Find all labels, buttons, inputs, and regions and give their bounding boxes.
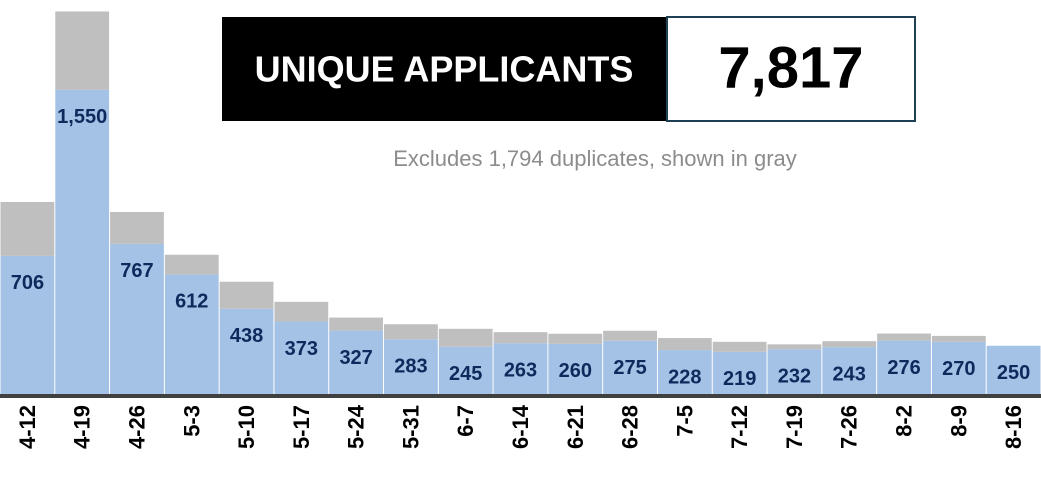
bar-segment bbox=[712, 351, 767, 395]
value-label: 283 bbox=[394, 356, 427, 378]
bar-segment bbox=[438, 328, 493, 347]
x-tick-label: 8-9 bbox=[946, 405, 971, 437]
bar-segment bbox=[55, 11, 110, 90]
value-label: 232 bbox=[778, 366, 811, 388]
x-tick-label: 5-3 bbox=[179, 405, 204, 437]
bar-segment bbox=[657, 350, 712, 395]
x-tick-label: 4-26 bbox=[124, 405, 149, 449]
bar-segment bbox=[384, 324, 438, 340]
x-tick-label: 5-31 bbox=[398, 405, 423, 449]
value-label: 270 bbox=[942, 358, 975, 380]
bar-segment bbox=[329, 317, 384, 331]
bar-segment bbox=[767, 344, 822, 350]
bar-segment bbox=[657, 338, 712, 351]
value-label: 260 bbox=[559, 360, 592, 382]
bar-segment bbox=[219, 281, 274, 309]
chart-title: UNIQUE APPLICANTS bbox=[255, 49, 634, 90]
value-label: 219 bbox=[723, 368, 756, 390]
bar-segment bbox=[877, 333, 931, 341]
bar-segment bbox=[384, 339, 438, 395]
x-tick-label: 4-12 bbox=[15, 405, 40, 449]
value-label: 228 bbox=[668, 366, 701, 388]
value-label: 327 bbox=[339, 347, 372, 369]
x-tick-label: 5-10 bbox=[234, 405, 259, 449]
title-box bbox=[222, 17, 667, 121]
bar-segment bbox=[274, 301, 329, 322]
bar-segment bbox=[110, 243, 164, 395]
value-label: 1,550 bbox=[57, 106, 107, 128]
value-label: 612 bbox=[175, 291, 208, 313]
bar-segment bbox=[877, 340, 931, 395]
bar-segment bbox=[0, 255, 55, 395]
bar-segment bbox=[0, 201, 55, 256]
bars bbox=[0, 11, 1041, 396]
x-tick-label: 6-14 bbox=[508, 404, 533, 449]
x-tick-label: 7-5 bbox=[672, 405, 697, 437]
subtitle: Excludes 1,794 duplicates, shown in gray bbox=[393, 146, 797, 171]
x-tick-label: 8-16 bbox=[1001, 405, 1026, 449]
value-label: 438 bbox=[230, 325, 263, 347]
x-tick-label: 6-28 bbox=[618, 405, 643, 449]
x-tick-label: 6-21 bbox=[563, 405, 588, 449]
x-tick-label: 8-2 bbox=[892, 405, 917, 437]
bar-segment bbox=[603, 340, 657, 395]
bar-segment bbox=[822, 347, 877, 395]
bar-segment bbox=[164, 274, 219, 395]
value-label: 706 bbox=[11, 272, 44, 294]
bar-segment bbox=[438, 346, 493, 395]
bar-segment bbox=[55, 89, 110, 396]
bar-segment bbox=[219, 308, 274, 395]
bar-segment bbox=[986, 345, 1041, 395]
value-label: 767 bbox=[120, 260, 153, 282]
bar-segment bbox=[274, 321, 329, 395]
value-label: 373 bbox=[285, 338, 318, 360]
bar-segment bbox=[164, 254, 219, 275]
value-label: 250 bbox=[997, 362, 1030, 384]
bar-segment bbox=[603, 330, 657, 341]
total-value: 7,817 bbox=[718, 35, 863, 100]
x-tick-label: 7-12 bbox=[727, 405, 752, 449]
bar-segment bbox=[712, 341, 767, 352]
value-label: 263 bbox=[504, 359, 537, 381]
value-label: 245 bbox=[449, 363, 482, 385]
bar-segment bbox=[822, 341, 877, 348]
x-tick-label: 6-7 bbox=[453, 405, 478, 437]
x-tick-label: 7-26 bbox=[837, 405, 862, 449]
x-tick-label: 5-17 bbox=[289, 405, 314, 449]
bar-segment bbox=[767, 349, 822, 395]
x-tick-label: 7-19 bbox=[782, 405, 807, 449]
bar-segment bbox=[548, 343, 603, 395]
x-tick-label: 4-19 bbox=[70, 405, 95, 449]
bar-segment bbox=[493, 343, 548, 395]
total-box bbox=[666, 16, 916, 122]
bar-segment bbox=[931, 341, 986, 395]
bar-segment bbox=[548, 333, 603, 344]
bar-segment bbox=[329, 330, 384, 395]
bar-segment bbox=[493, 332, 548, 344]
x-tick-label: 5-24 bbox=[344, 404, 369, 449]
value-label: 276 bbox=[887, 357, 920, 379]
bar-segment bbox=[931, 335, 986, 342]
value-label: 243 bbox=[833, 363, 866, 385]
bar-segment bbox=[110, 211, 164, 244]
value-label: 275 bbox=[613, 357, 646, 379]
